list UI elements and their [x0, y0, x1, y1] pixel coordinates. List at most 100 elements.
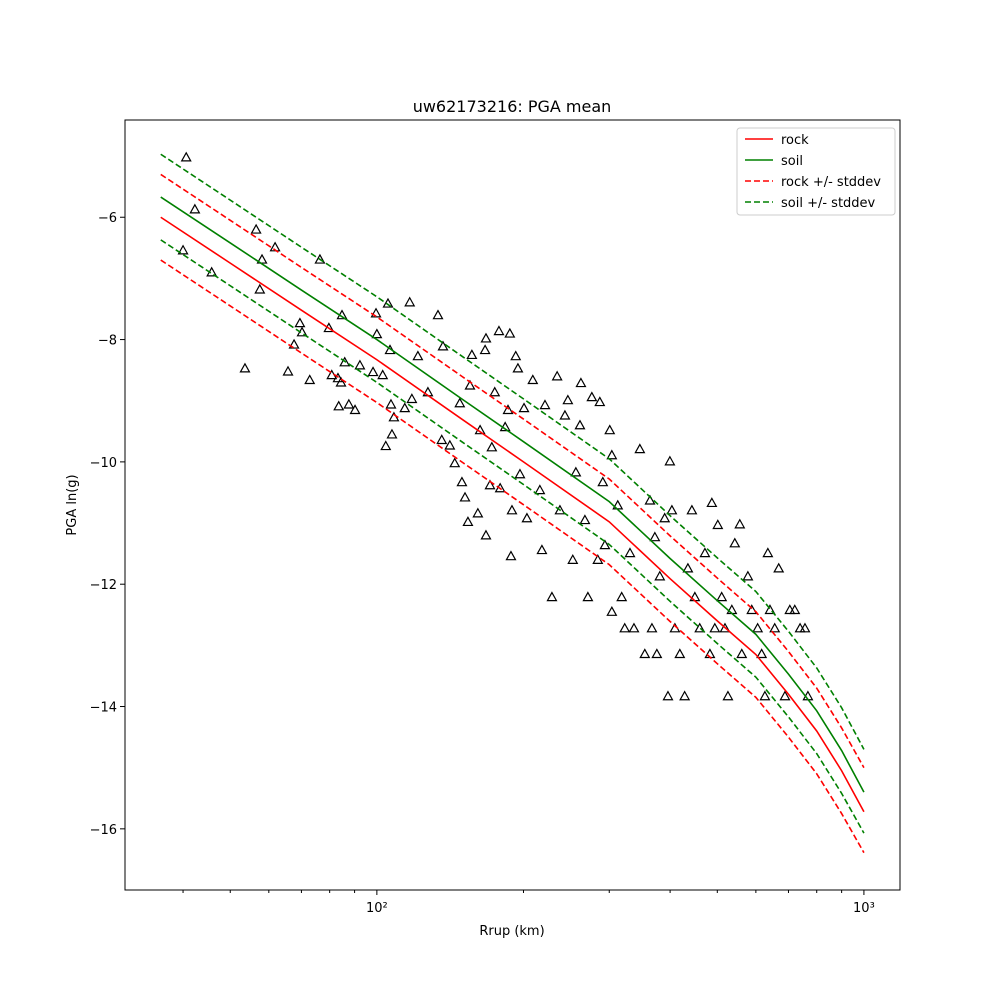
scatter-point: [619, 622, 631, 633]
scatter-point: [746, 604, 758, 615]
x-tick-label: 10²: [366, 901, 388, 916]
scatter-point: [479, 344, 491, 355]
scatter-point: [554, 504, 566, 515]
scatter-point: [599, 539, 611, 550]
scatter-point: [594, 396, 606, 407]
y-tick-label: −6: [98, 211, 117, 226]
scatter-point: [462, 516, 474, 527]
scatter-point: [682, 562, 694, 573]
x-tick-label: 10³: [853, 901, 875, 916]
scatter-point: [512, 362, 524, 373]
scatter-point: [706, 497, 718, 508]
scatter-point: [654, 570, 666, 581]
scatter-point: [624, 547, 636, 558]
scatter-point: [646, 622, 658, 633]
scatter-point: [606, 605, 618, 616]
scatter-point: [722, 690, 734, 701]
y-tick-label: −14: [90, 701, 117, 716]
legend-label: soil +/- stddev: [781, 196, 876, 211]
series-line: [160, 239, 865, 834]
scatter-point: [734, 518, 746, 529]
scatter-point: [436, 434, 448, 445]
scatter-point: [189, 203, 201, 214]
scatter-point: [349, 404, 361, 415]
scatter-point: [480, 332, 492, 343]
scatter-point: [380, 440, 392, 451]
scatter-point: [674, 648, 686, 659]
scatter-point: [666, 504, 678, 515]
scatter-point: [539, 399, 551, 410]
y-tick-label: −16: [90, 823, 117, 838]
scatter-point: [582, 591, 594, 602]
scatter-point: [551, 370, 563, 381]
scatter-point: [486, 441, 498, 452]
scatter-point: [716, 591, 728, 602]
scatter-point: [709, 622, 721, 633]
scatter-point: [510, 350, 522, 361]
scatter-point: [752, 622, 764, 633]
scatter-point: [518, 402, 530, 413]
scatter-point: [493, 325, 505, 336]
legend-label: rock: [781, 133, 809, 148]
scatter-point: [472, 507, 484, 518]
scatter-point: [294, 317, 306, 328]
series-line: [160, 196, 865, 793]
scatter-point: [505, 550, 517, 561]
scatter-point: [799, 622, 811, 633]
y-tick-label: −8: [98, 334, 117, 349]
scatter-point: [644, 494, 656, 505]
scatter-point: [789, 604, 801, 615]
scatter-point: [639, 648, 651, 659]
scatter-point: [288, 338, 300, 349]
scatter-point: [399, 402, 411, 413]
scatter-point: [464, 379, 476, 390]
scatter-point: [762, 547, 774, 558]
scatter-point: [343, 398, 355, 409]
scatter-point: [736, 648, 748, 659]
scatter-point: [604, 424, 616, 435]
scatter-point: [574, 419, 586, 430]
scatter-point: [764, 604, 776, 615]
series-line: [160, 259, 865, 854]
scatter-point: [454, 397, 466, 408]
scatter-point: [546, 591, 558, 602]
scatter-point: [592, 554, 604, 564]
y-axis-label: PGA ln(g): [65, 474, 80, 535]
scatter-point: [456, 476, 468, 487]
series-line: [160, 216, 865, 813]
scatter-point: [506, 504, 518, 515]
y-tick-label: −10: [90, 456, 117, 471]
scatter-point: [371, 328, 383, 339]
scatter-point: [484, 479, 496, 490]
scatter-point: [559, 409, 571, 420]
scatter-point: [779, 690, 791, 701]
scatter-point: [579, 514, 591, 525]
scatter-point: [628, 622, 640, 633]
scatter-point: [769, 622, 781, 633]
scatter-point: [437, 340, 449, 351]
scatter-point: [480, 529, 492, 540]
scatter-point: [699, 547, 711, 558]
scatter-point: [686, 504, 698, 515]
scatter-point: [354, 359, 366, 370]
x-axis-label: Rrup (km): [479, 924, 544, 939]
scatter-point: [521, 512, 533, 523]
scatter-point: [459, 491, 471, 502]
scatter-point: [404, 296, 416, 307]
scatter-point: [567, 554, 579, 564]
series-line: [160, 153, 865, 750]
scatter-point: [239, 362, 251, 373]
scatter-point: [536, 544, 548, 555]
scatter-point: [282, 365, 294, 376]
scatter-point: [432, 309, 444, 320]
scatter-point: [504, 327, 516, 338]
scatter-point: [332, 372, 344, 383]
legend-box: [736, 127, 896, 216]
scatter-point: [662, 690, 674, 701]
scatter-point: [659, 512, 671, 523]
scatter-point: [444, 439, 456, 450]
scatter-point: [756, 648, 768, 659]
scatter-point: [729, 537, 741, 548]
scatter-point: [773, 562, 785, 573]
